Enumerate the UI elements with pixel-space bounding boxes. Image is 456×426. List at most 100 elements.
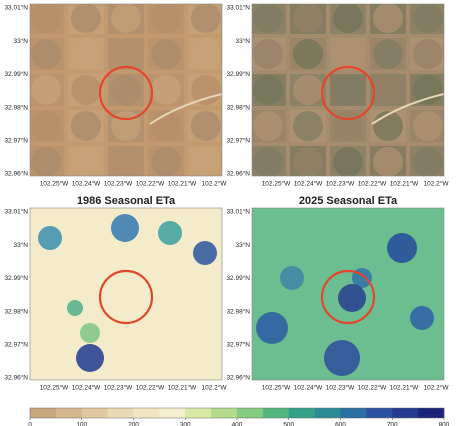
colorbar-tick-label: 100 [76,422,87,426]
lon-label: 102.24°W [72,180,101,188]
panel-frame [29,3,223,177]
pivot [151,147,181,176]
colorbar-segment [418,408,445,418]
pivot [111,147,141,176]
pivot [333,111,363,141]
map-panel [252,4,444,176]
lat-label: 32.98°N [226,307,250,315]
lat-label: 32.97°N [4,341,28,349]
pivot [333,39,363,69]
pivot [71,4,101,33]
pivot [373,39,403,69]
pivot [253,75,283,105]
pivot [71,39,101,69]
lat-label: 32.96°N [226,170,250,178]
lon-label: 102.25°W [40,180,69,188]
pivot [111,111,141,141]
eta-blob [67,300,83,316]
pivot [373,147,403,176]
pivot [191,39,221,69]
pivot [191,4,221,33]
lat-label: 32.99°N [226,274,250,282]
lon-label: 102.2°W [201,180,227,188]
pivot [373,75,403,105]
lon-label: 102.21°W [168,180,197,188]
lat-label: 32.96°N [4,170,28,178]
lat-label: 33°N [235,37,250,45]
pivot [31,4,61,33]
pivot [191,111,221,141]
pivot [333,147,363,176]
highlight-circle [98,269,154,325]
map-panel [30,208,222,380]
eta-blob [410,306,434,330]
eta-blob [80,323,100,343]
panel-title: 1986 Seasonal ETa [77,195,176,207]
lon-label: 102.23°W [326,180,355,188]
panel-title: 2025 Seasonal ETa [299,195,398,207]
pivot [373,4,403,33]
lon-label: 102.24°W [72,384,101,392]
colorbar-segment [30,408,57,418]
colorbar-tick-label: 200 [128,422,139,426]
eta-blob [38,226,62,250]
colorbar-segment [314,408,341,418]
lat-label: 33.01°N [226,4,250,12]
highlight-circle [320,65,376,121]
pivot [111,75,141,105]
pivot [31,147,61,176]
colorbar-segment [392,408,419,418]
lon-label: 102.22°W [136,384,165,392]
pivot [413,39,443,69]
colorbar-segment [340,408,367,418]
pivot [71,111,101,141]
pivot [413,147,443,176]
colorbar-tick-label: 800 [439,422,450,426]
lon-label: 102.22°W [136,180,165,188]
road [371,93,444,125]
pivot [111,4,141,33]
colorbar-segment [211,408,238,418]
pivot [253,4,283,33]
lon-label: 102.21°W [390,180,419,188]
lon-label: 102.23°W [104,384,133,392]
lon-label: 102.22°W [358,180,387,188]
pivot [253,111,283,141]
lon-label: 102.25°W [40,384,69,392]
colorbar-segment [185,408,212,418]
pivot [333,75,363,105]
colorbar-tick-label: 700 [387,422,398,426]
pivot [151,39,181,69]
colorbar-segment [133,408,160,418]
map-panel [252,208,444,380]
pivot [293,147,323,176]
lat-label: 32.99°N [4,70,28,78]
lat-label: 32.98°N [4,103,28,111]
lon-label: 102.22°W [358,384,387,392]
colorbar-segment [55,408,83,418]
pivot [293,111,323,141]
road [149,93,222,125]
pivot [31,111,61,141]
panel-frame [251,3,445,177]
pivot [293,39,323,69]
pivot [31,75,61,105]
colorbar-segment [288,408,315,418]
lon-label: 102.24°W [294,384,323,392]
colorbar-tick-label: 300 [180,422,191,426]
eta-blob [256,312,288,344]
lat-label: 33°N [13,37,28,45]
pivot [413,4,443,33]
lat-label: 32.97°N [4,137,28,145]
map-panel [30,4,222,176]
lat-label: 33°N [13,241,28,249]
colorbar-segment [107,408,134,418]
colorbar-segment [237,408,264,418]
lon-label: 102.23°W [326,384,355,392]
pivot [293,4,323,33]
lat-label: 33.01°N [4,208,28,216]
colorbar-tick-label: 500 [283,422,294,426]
lat-label: 33°N [235,241,250,249]
lat-label: 32.97°N [226,341,250,349]
lat-label: 33.01°N [226,208,250,216]
